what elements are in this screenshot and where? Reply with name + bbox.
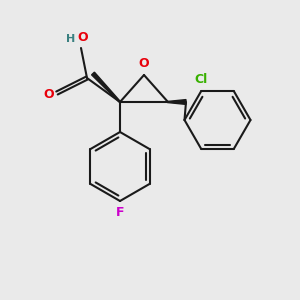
Text: H: H	[66, 34, 75, 44]
Text: Cl: Cl	[194, 73, 208, 86]
Text: F: F	[116, 206, 124, 219]
Text: O: O	[44, 88, 54, 101]
Polygon shape	[168, 100, 186, 104]
Text: O: O	[139, 57, 149, 70]
Text: O: O	[77, 32, 88, 44]
Polygon shape	[92, 72, 120, 102]
